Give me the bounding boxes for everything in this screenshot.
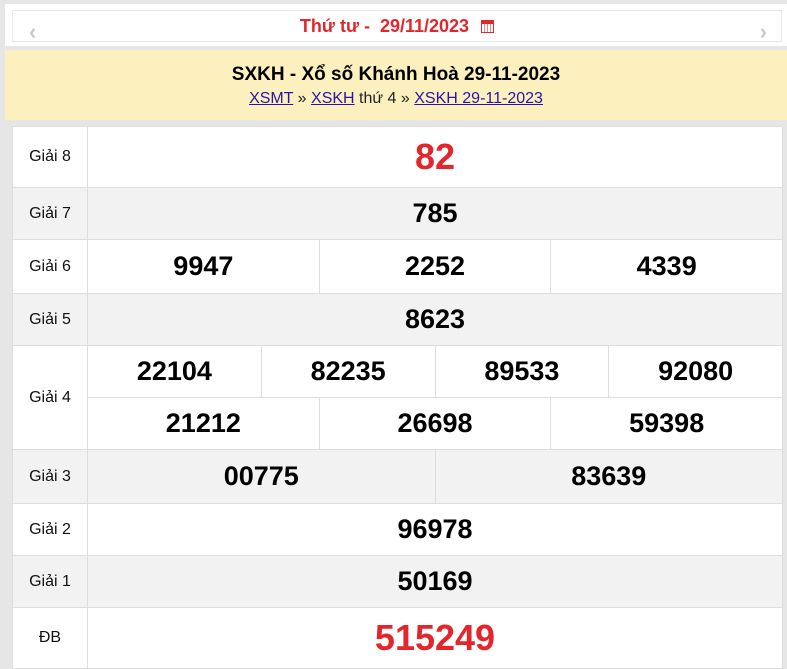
breadcrumb-xskh[interactable]: XSKH [311,90,355,107]
prize-number: 785 [87,187,783,240]
prize-label: Giải 3 [12,449,88,504]
prize-number: 89533 [434,346,609,397]
chevron-right-icon[interactable]: › [759,19,767,44]
prize-label: Giải 5 [12,293,88,346]
breadcrumb-xsmt[interactable]: XSMT [249,90,294,107]
results-header: SXKH - Xổ số Khánh Hoà 29-11-2023 XSMT »… [5,50,787,120]
prize-number: 50169 [87,555,783,608]
breadcrumb-xskh-date[interactable]: XSKH 29-11-2023 [414,90,543,107]
prize-number: 00775 [223,461,299,491]
prize-row-g8: Giải 8 82 [12,126,783,188]
results-table: Giải 8 82 Giải 7 785 Giải 6 9947 2252 43… [12,126,783,669]
prize-label: Giải 4 [12,345,88,450]
prize-number: 82 [87,126,783,188]
date-box: ‹ Thứ tư - 29/11/2023 › [12,10,782,44]
prize-row-g4: Giải 4 22104 82235 89533 92080 21212 266… [12,345,783,450]
breadcrumb: XSMT » XSKH thứ 4 » XSKH 29-11-2023 [5,90,787,108]
prize-row-g5: Giải 5 8623 [12,293,783,346]
prize-number: 96978 [87,503,783,556]
prize-row-special: ĐB 515249 [12,607,783,669]
special-prize-number: 515249 [87,607,783,669]
prize-number: 2252 [318,240,551,293]
prize-label: ĐB [12,607,88,669]
prize-row-g1: Giải 1 50169 [12,555,783,608]
prize-number: 92080 [608,346,782,397]
prize-number: 21212 [165,408,241,438]
prize-number: 59398 [550,398,782,449]
current-date[interactable]: Thứ tư - 29/11/2023 [299,15,470,36]
prize-number: 9947 [173,251,234,281]
prize-number: 4339 [550,240,782,293]
chevron-left-icon[interactable]: ‹ [29,19,37,44]
prize-label: Giải 8 [12,126,88,188]
prize-row-g7: Giải 7 785 [12,187,783,240]
date-navigation-bar: ‹ Thứ tư - 29/11/2023 › [5,4,787,46]
prize-number: 83639 [434,450,783,503]
prize-label: Giải 2 [12,503,88,556]
breadcrumb-separator: » [293,90,312,107]
prize-number: 82235 [260,346,435,397]
prize-number: 22104 [136,356,212,386]
prize-row-g6: Giải 6 9947 2252 4339 [12,239,783,294]
prize-label: Giải 6 [12,239,88,294]
prize-number: 8623 [87,293,783,346]
page-title: SXKH - Xổ số Khánh Hoà 29-11-2023 [231,64,561,85]
prize-number: 26698 [318,398,551,449]
calendar-icon[interactable] [481,19,495,33]
prize-row-g3: Giải 3 00775 83639 [12,449,783,504]
prize-label: Giải 7 [12,187,88,240]
prize-row-g2: Giải 2 96978 [12,503,783,556]
prize-label: Giải 1 [12,555,88,608]
breadcrumb-text: thứ 4 » [354,90,415,107]
